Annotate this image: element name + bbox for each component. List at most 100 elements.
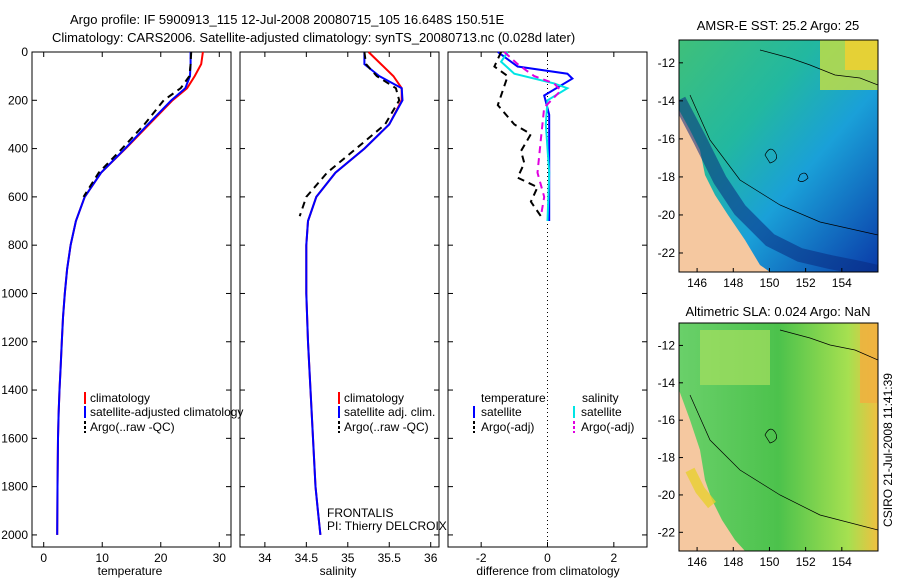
y-tick-label: 600: [8, 190, 28, 204]
y-tick-label: 800: [8, 238, 28, 252]
legend-label-sal-satellite: satellite: [581, 405, 622, 419]
series-line-salinity-satellite: [499, 51, 570, 222]
sst-contour-a: [689, 94, 878, 236]
difference-series: [493, 51, 575, 222]
legend-label-satellite: satellite adj. clim.: [344, 405, 435, 419]
figure-title-line1: Argo profile: IF 5900913_115 12-Jul-2008…: [70, 12, 504, 27]
legend-title-salinity: salinity: [582, 391, 619, 405]
sla-map-frame: [678, 322, 879, 552]
temperature-panel-frame: [31, 51, 232, 548]
temperature-xlabel: temperature: [98, 564, 163, 578]
map-x-tick-label: 150: [759, 276, 779, 290]
x-tick-label: 34: [258, 551, 272, 565]
sst-contour-b: [759, 49, 878, 86]
legend-title-temperature: temperature: [481, 391, 546, 405]
legend-label-argo: Argo(..raw -QC): [90, 420, 175, 434]
sst-map-title: AMSR-E SST: 25.2 Argo: 25: [697, 18, 860, 33]
salinity-series: [298, 51, 404, 536]
series-line-satellite-adj-clim-: [305, 52, 404, 536]
y-tick-label: 1200: [1, 335, 28, 349]
series-line-temperature-argo-adj-: [493, 51, 542, 217]
program-label: FRONTALIS: [327, 506, 393, 520]
temperature-series: [56, 51, 204, 535]
legend-label-climatology: climatology: [344, 391, 404, 405]
sst-reef-2: [797, 172, 809, 182]
sla-land: [679, 390, 745, 551]
y-tick-label: 200: [8, 93, 28, 107]
map-x-tick-label: 154: [832, 555, 852, 569]
sst-map-frame: [678, 39, 879, 273]
y-tick-label: 0: [21, 45, 28, 59]
sla-map-image: [679, 323, 878, 551]
x-tick-label: 0: [40, 551, 47, 565]
series-line-satellite-adjusted-climatology: [56, 52, 192, 535]
legend-label-temp-argo: Argo(-adj): [481, 420, 534, 434]
x-tick-label: 34.5: [295, 551, 319, 565]
difference-xlabel: difference from climatology: [476, 564, 619, 578]
sla-contour-b: [779, 329, 878, 361]
y-tick-label: 1000: [1, 286, 28, 300]
sla-high-patch: [860, 323, 878, 403]
sla-reef-1: [764, 428, 777, 444]
legend-label-satellite: satellite-adjusted climatology: [90, 405, 243, 419]
map-y-tick-label: -22: [658, 525, 676, 539]
map-y-tick-label: -16: [658, 132, 676, 146]
map-x-tick-label: 146: [687, 276, 707, 290]
map-y-tick-label: -12: [658, 338, 676, 352]
map-x-tick-label: 148: [723, 555, 743, 569]
y-tick-label: 2000: [1, 528, 28, 542]
map-x-tick-label: 152: [796, 276, 816, 290]
x-tick-label: 2: [610, 551, 617, 565]
x-tick-label: -2: [476, 551, 487, 565]
temperature-axis-ticks: 0 10 20 30 0 200 400 600 800 1000 1200 1400 1600 1800…: [1, 45, 231, 565]
sst-cold-band: [679, 96, 878, 272]
sst-reef-1: [764, 148, 777, 164]
sla-light-patch: [700, 330, 770, 385]
map-y-tick-label: -18: [658, 170, 676, 184]
salinity-legend: climatology satellite adj. clim. Argo(..…: [338, 391, 435, 434]
map-y-tick-label: -18: [658, 451, 676, 465]
difference-axis-ticks: -2 0 2: [448, 51, 647, 565]
legend-label-temp-satellite: satellite: [481, 405, 522, 419]
series-line-argo-raw-qc-: [298, 51, 401, 217]
figure-title-line2: Climatology: CARS2006. Satellite-adjuste…: [52, 30, 575, 45]
map-y-tick-label: -16: [658, 413, 676, 427]
x-tick-label: 0: [544, 551, 551, 565]
x-tick-label: 30: [213, 551, 227, 565]
sst-hot-patch: [845, 40, 878, 70]
y-tick-label: 1600: [1, 431, 28, 445]
pi-label: PI: Thierry DELCROIX: [327, 519, 447, 533]
x-tick-label: 10: [96, 551, 110, 565]
map-y-tick-label: -14: [658, 94, 676, 108]
salinity-panel-frame: [239, 51, 440, 548]
sst-land: [679, 110, 770, 272]
salinity-xlabel: salinity: [320, 564, 357, 578]
series-line-salinity-argo-adj-: [503, 51, 563, 217]
map-y-tick-label: -20: [658, 208, 676, 222]
map-x-tick-label: 146: [687, 555, 707, 569]
csiro-timestamp: CSIRO 21-Jul-2008 11:41:39: [881, 373, 895, 527]
y-tick-label: 400: [8, 142, 28, 156]
difference-legend: temperature salinity satellite Argo(-adj…: [473, 391, 634, 434]
sla-contour-a: [689, 394, 878, 531]
sla-coastal-band: [685, 467, 716, 509]
salinity-axis-ticks: 34 34.5 35 35.5 36: [240, 51, 439, 565]
legend-label-climatology: climatology: [90, 391, 150, 405]
map-x-tick-label: 150: [759, 555, 779, 569]
map-x-tick-label: 154: [832, 276, 852, 290]
x-tick-label: 20: [154, 551, 168, 565]
x-tick-label: 35.5: [378, 551, 402, 565]
sst-map-image: [679, 40, 878, 272]
map-x-tick-label: 148: [723, 276, 743, 290]
sla-map-title: Altimetric SLA: 0.024 Argo: NaN: [686, 304, 871, 319]
sla-map-ticks: 146 148 150 152 154 -12 -14 -16 -18 -20 -22: [658, 338, 852, 569]
legend-label-sal-argo: Argo(-adj): [581, 420, 634, 434]
map-y-tick-label: -20: [658, 488, 676, 502]
series-line-argo-raw-qc-: [82, 51, 193, 198]
x-tick-label: 35: [341, 551, 355, 565]
legend-label-argo: Argo(..raw -QC): [344, 420, 429, 434]
map-y-tick-label: -12: [658, 56, 676, 70]
temperature-legend: climatology satellite-adjusted climatolo…: [84, 391, 243, 434]
map-x-tick-label: 152: [796, 555, 816, 569]
